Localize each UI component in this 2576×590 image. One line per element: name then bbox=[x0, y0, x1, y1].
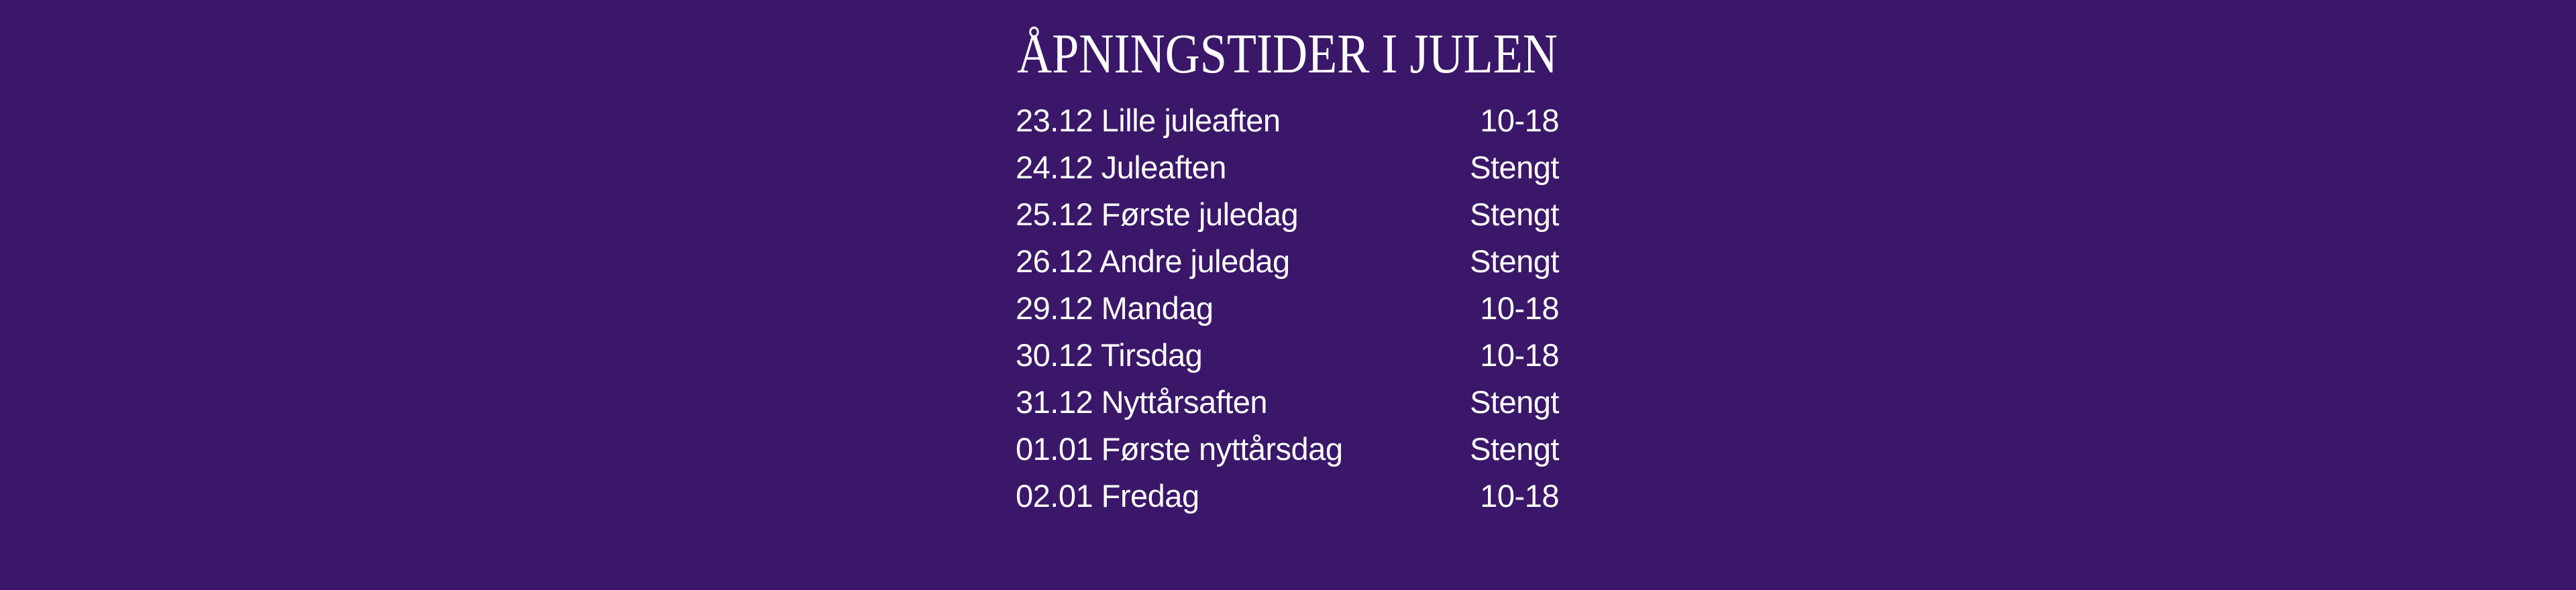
hours-value: Stengt bbox=[1470, 196, 1559, 232]
hours-value: Stengt bbox=[1470, 243, 1559, 279]
day-label: 30.12 Tirsdag bbox=[1016, 337, 1203, 373]
day-label: 26.12 Andre juledag bbox=[1016, 243, 1290, 279]
hours-row: 30.12 Tirsdag 10-18 bbox=[1016, 331, 1559, 378]
day-label: 01.01 Første nyttårsdag bbox=[1016, 430, 1343, 467]
hours-row: 31.12 Nyttårsaften Stengt bbox=[1016, 378, 1559, 425]
page-title: ÅPNINGSTIDER I JULEN bbox=[1016, 19, 1559, 79]
hours-row: 01.01 Første nyttårsdag Stengt bbox=[1016, 425, 1559, 472]
hours-value: Stengt bbox=[1470, 149, 1559, 185]
title-text: ÅPNINGSTIDER I JULEN bbox=[1017, 23, 1558, 79]
day-label: 25.12 Første juledag bbox=[1016, 196, 1299, 232]
hours-value: 10-18 bbox=[1480, 337, 1559, 373]
day-label: 23.12 Lille juleaften bbox=[1016, 102, 1281, 138]
hours-value: 10-18 bbox=[1480, 477, 1559, 514]
hours-value: Stengt bbox=[1470, 430, 1559, 467]
opening-hours-list: 23.12 Lille juleaften 10-18 24.12 Juleafte… bbox=[1016, 97, 1559, 519]
hours-row: 24.12 Juleaften Stengt bbox=[1016, 143, 1559, 190]
hours-row: 02.01 Fredag 10-18 bbox=[1016, 472, 1559, 519]
day-label: 02.01 Fredag bbox=[1016, 477, 1199, 514]
hours-row: 25.12 Første juledag Stengt bbox=[1016, 190, 1559, 237]
hours-value: 10-18 bbox=[1480, 102, 1559, 138]
hours-row: 26.12 Andre juledag Stengt bbox=[1016, 237, 1559, 284]
hours-value: Stengt bbox=[1470, 384, 1559, 420]
day-label: 29.12 Mandag bbox=[1016, 290, 1214, 326]
hours-row: 23.12 Lille juleaften 10-18 bbox=[1016, 97, 1559, 143]
hours-value: 10-18 bbox=[1480, 290, 1559, 326]
hours-row: 29.12 Mandag 10-18 bbox=[1016, 284, 1559, 331]
day-label: 24.12 Juleaften bbox=[1016, 149, 1226, 185]
day-label: 31.12 Nyttårsaften bbox=[1016, 384, 1268, 420]
